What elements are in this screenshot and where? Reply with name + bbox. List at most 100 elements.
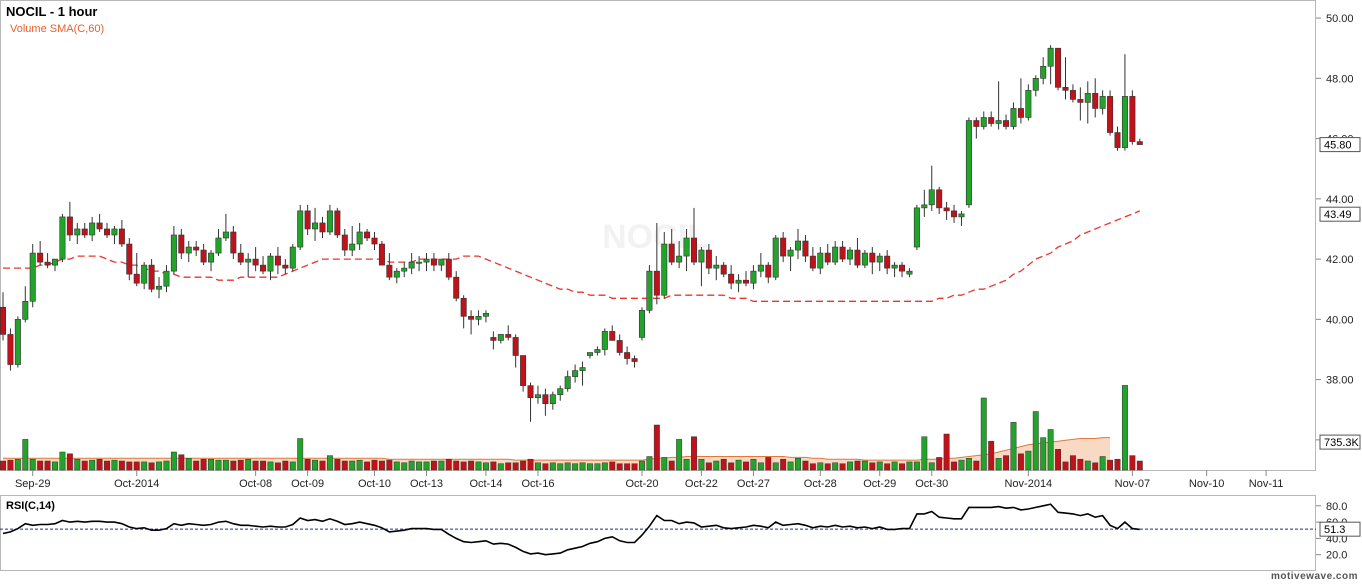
watermark: NOCIL bbox=[602, 218, 708, 256]
volume-bar bbox=[66, 453, 73, 471]
rsi-tick-label: 80.0 bbox=[1326, 501, 1347, 513]
volume-bar bbox=[1084, 460, 1091, 471]
candle bbox=[795, 240, 802, 251]
volume-bar bbox=[906, 461, 913, 471]
candle bbox=[401, 267, 408, 272]
volume-bar bbox=[423, 461, 430, 471]
candle bbox=[170, 234, 177, 272]
candle bbox=[1003, 120, 1010, 127]
candle bbox=[1099, 96, 1106, 109]
volume-bar bbox=[1099, 456, 1106, 471]
last-price-tag-box bbox=[1319, 137, 1361, 153]
volume-bar bbox=[371, 459, 378, 471]
volume-bar bbox=[96, 458, 103, 471]
volume-bar bbox=[527, 458, 534, 471]
volume-bar bbox=[460, 461, 467, 471]
volume-bar bbox=[988, 440, 995, 471]
candle bbox=[156, 285, 163, 290]
candle bbox=[564, 376, 571, 389]
candle bbox=[832, 246, 839, 263]
candle bbox=[579, 367, 586, 371]
candle bbox=[876, 255, 883, 263]
candle bbox=[1069, 90, 1076, 100]
volume-bar bbox=[958, 459, 965, 471]
rsi-group: 20.040.060.080.051.3 bbox=[0, 501, 1361, 562]
volume-bar bbox=[29, 458, 36, 471]
candle bbox=[349, 243, 356, 251]
candle bbox=[505, 334, 512, 338]
candle bbox=[616, 340, 623, 353]
volume-bar bbox=[713, 460, 720, 471]
volume-bar bbox=[884, 463, 891, 471]
candle bbox=[557, 388, 564, 395]
candle bbox=[839, 246, 846, 260]
candle bbox=[326, 210, 333, 233]
candle bbox=[393, 270, 400, 278]
volume-sma-area bbox=[3, 437, 1111, 470]
candle bbox=[141, 264, 148, 284]
time-tick-label: Oct-09 bbox=[291, 478, 324, 490]
volume-bar bbox=[1040, 437, 1047, 471]
candle bbox=[713, 264, 720, 269]
candle bbox=[111, 228, 118, 236]
candle bbox=[676, 255, 683, 263]
candle bbox=[965, 120, 972, 206]
volume-bar bbox=[1062, 461, 1069, 471]
candle bbox=[750, 270, 757, 284]
candle bbox=[208, 252, 215, 263]
candle bbox=[512, 337, 519, 356]
candle bbox=[1107, 96, 1114, 133]
time-tick-label: Oct-29 bbox=[863, 478, 896, 490]
volume-bar bbox=[252, 460, 259, 471]
volume-bar bbox=[639, 460, 645, 471]
candle bbox=[371, 237, 378, 245]
candle bbox=[973, 120, 980, 127]
volume-bar bbox=[587, 463, 593, 471]
time-tick-label: Oct-16 bbox=[521, 478, 554, 490]
volume-bar bbox=[802, 460, 809, 471]
volume-bar bbox=[943, 433, 950, 471]
candle bbox=[193, 246, 200, 251]
volume-bar bbox=[483, 462, 489, 471]
candle bbox=[1047, 47, 1054, 67]
volume-bar bbox=[876, 461, 883, 471]
candle bbox=[297, 210, 304, 248]
candle bbox=[958, 213, 965, 218]
candle bbox=[386, 264, 393, 278]
last-price-tag-label: 45.80 bbox=[1324, 140, 1352, 152]
candle bbox=[356, 231, 363, 245]
price-tick-label: 44.00 bbox=[1326, 194, 1354, 206]
candle bbox=[1077, 99, 1084, 103]
volume-bar bbox=[520, 460, 527, 471]
volume-bar bbox=[965, 458, 972, 471]
candle bbox=[661, 243, 668, 296]
volume-bar bbox=[14, 458, 21, 471]
sma-value-tag-box bbox=[1319, 206, 1361, 222]
price-tick-label: 48.00 bbox=[1326, 73, 1354, 85]
volume-bar bbox=[579, 462, 586, 471]
candle bbox=[490, 337, 497, 341]
volume-bar bbox=[497, 463, 504, 471]
volume-bar bbox=[453, 460, 460, 471]
volume-bar bbox=[572, 463, 579, 471]
volume-bar bbox=[765, 457, 772, 471]
volume-bar bbox=[445, 458, 452, 471]
candle bbox=[1032, 78, 1039, 91]
candle bbox=[601, 331, 608, 350]
candle bbox=[586, 352, 593, 356]
volume-bar bbox=[475, 461, 482, 471]
candle bbox=[1114, 132, 1121, 148]
candle bbox=[378, 243, 385, 266]
volume-bar bbox=[899, 463, 905, 471]
candle bbox=[133, 273, 140, 284]
time-tick-label: Nov-07 bbox=[1115, 478, 1150, 490]
candle bbox=[1136, 141, 1143, 145]
candle bbox=[980, 117, 987, 127]
volume-bar bbox=[869, 462, 876, 471]
candle bbox=[408, 261, 415, 269]
candles-group bbox=[0, 45, 1143, 422]
volume-bar bbox=[787, 461, 794, 471]
candle bbox=[549, 394, 556, 405]
candle bbox=[289, 246, 296, 269]
